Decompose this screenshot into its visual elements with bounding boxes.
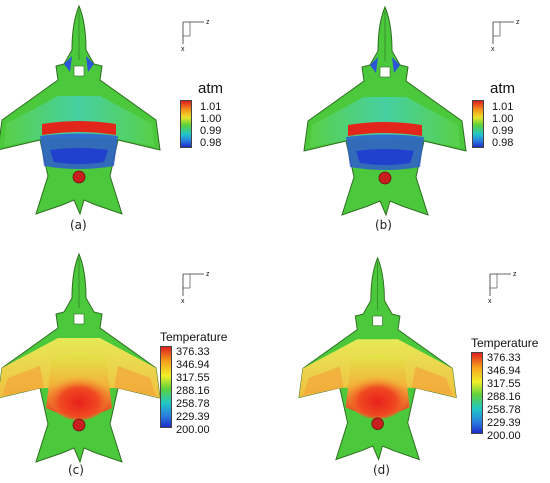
legend-title: Temperature [160, 330, 228, 344]
axes-triad: z x [487, 270, 523, 306]
temperature-contour-aircraft [0, 252, 161, 464]
axis-z-label: z [516, 19, 520, 26]
legend-tick: 1.00 [200, 113, 222, 125]
legend-tick: 229.39 [487, 417, 521, 429]
legend-tick: 346.94 [176, 359, 210, 371]
pressure-contour-aircraft [303, 5, 467, 217]
colorbar [180, 100, 192, 148]
caption: (a) [70, 218, 87, 232]
legend-tick: 376.33 [487, 352, 521, 364]
legend-tick: 200.00 [487, 430, 521, 442]
legend-title: atm [198, 80, 224, 97]
panel-d: z x Temperature 376.33 346.94 317.55 288… [275, 242, 550, 483]
axes-triad: z x [180, 18, 216, 54]
legend-tick: 1.01 [200, 101, 222, 113]
caption: (c) [68, 463, 84, 477]
legend-tick: 317.55 [487, 378, 521, 390]
legend-tick: 346.94 [487, 365, 521, 377]
legend-title: atm [490, 80, 516, 97]
colorbar [160, 346, 172, 428]
legend-tick: 0.99 [200, 125, 222, 137]
legend-atm: atm 1.01 1.00 0.99 0.98 [180, 80, 260, 150]
legend-tick: 1.01 [492, 101, 514, 113]
colorbar [471, 352, 483, 434]
legend-tick: 288.16 [176, 385, 210, 397]
axes-triad: z x [180, 270, 216, 306]
legend-atm: atm 1.01 1.00 0.99 0.98 [472, 80, 550, 150]
legend-tick: 0.98 [492, 137, 514, 149]
legend-tick: 0.98 [200, 137, 222, 149]
legend-tick: 317.55 [176, 372, 210, 384]
panel-b: z x atm 1.01 1.00 0.99 0.98 (b) [275, 0, 550, 241]
panel-c: z x Temperature 376.33 346.94 317.55 288… [0, 242, 275, 483]
legend-tick: 200.00 [176, 424, 210, 436]
legend-tick: 288.16 [487, 391, 521, 403]
caption: (b) [375, 218, 392, 232]
temperature-contour-aircraft [298, 256, 457, 462]
pressure-contour-aircraft [0, 4, 161, 216]
axis-z-label: z [513, 271, 517, 278]
legend-tick: 0.99 [492, 125, 514, 137]
legend-tick: 258.78 [176, 398, 210, 410]
axis-x-label: x [181, 46, 185, 53]
legend-temperature: Temperature 376.33 346.94 317.55 288.16 … [160, 330, 275, 436]
axes-triad: z x [490, 18, 526, 54]
panel-a: z x atm 1.01 1.00 0.99 0.98 (a) [0, 0, 275, 241]
colorbar [472, 100, 484, 148]
legend-tick: 376.33 [176, 346, 210, 358]
axis-x-label: x [491, 46, 495, 53]
legend-tick: 258.78 [487, 404, 521, 416]
axis-x-label: x [181, 298, 185, 305]
legend-tick: 1.00 [492, 113, 514, 125]
axis-z-label: z [206, 271, 210, 278]
legend-temperature: Temperature 376.33 346.94 317.55 288.16 … [471, 336, 550, 442]
axis-z-label: z [206, 19, 210, 26]
axis-x-label: x [488, 298, 492, 305]
caption: (d) [373, 463, 390, 477]
legend-title: Temperature [471, 336, 539, 350]
legend-tick: 229.39 [176, 411, 210, 423]
